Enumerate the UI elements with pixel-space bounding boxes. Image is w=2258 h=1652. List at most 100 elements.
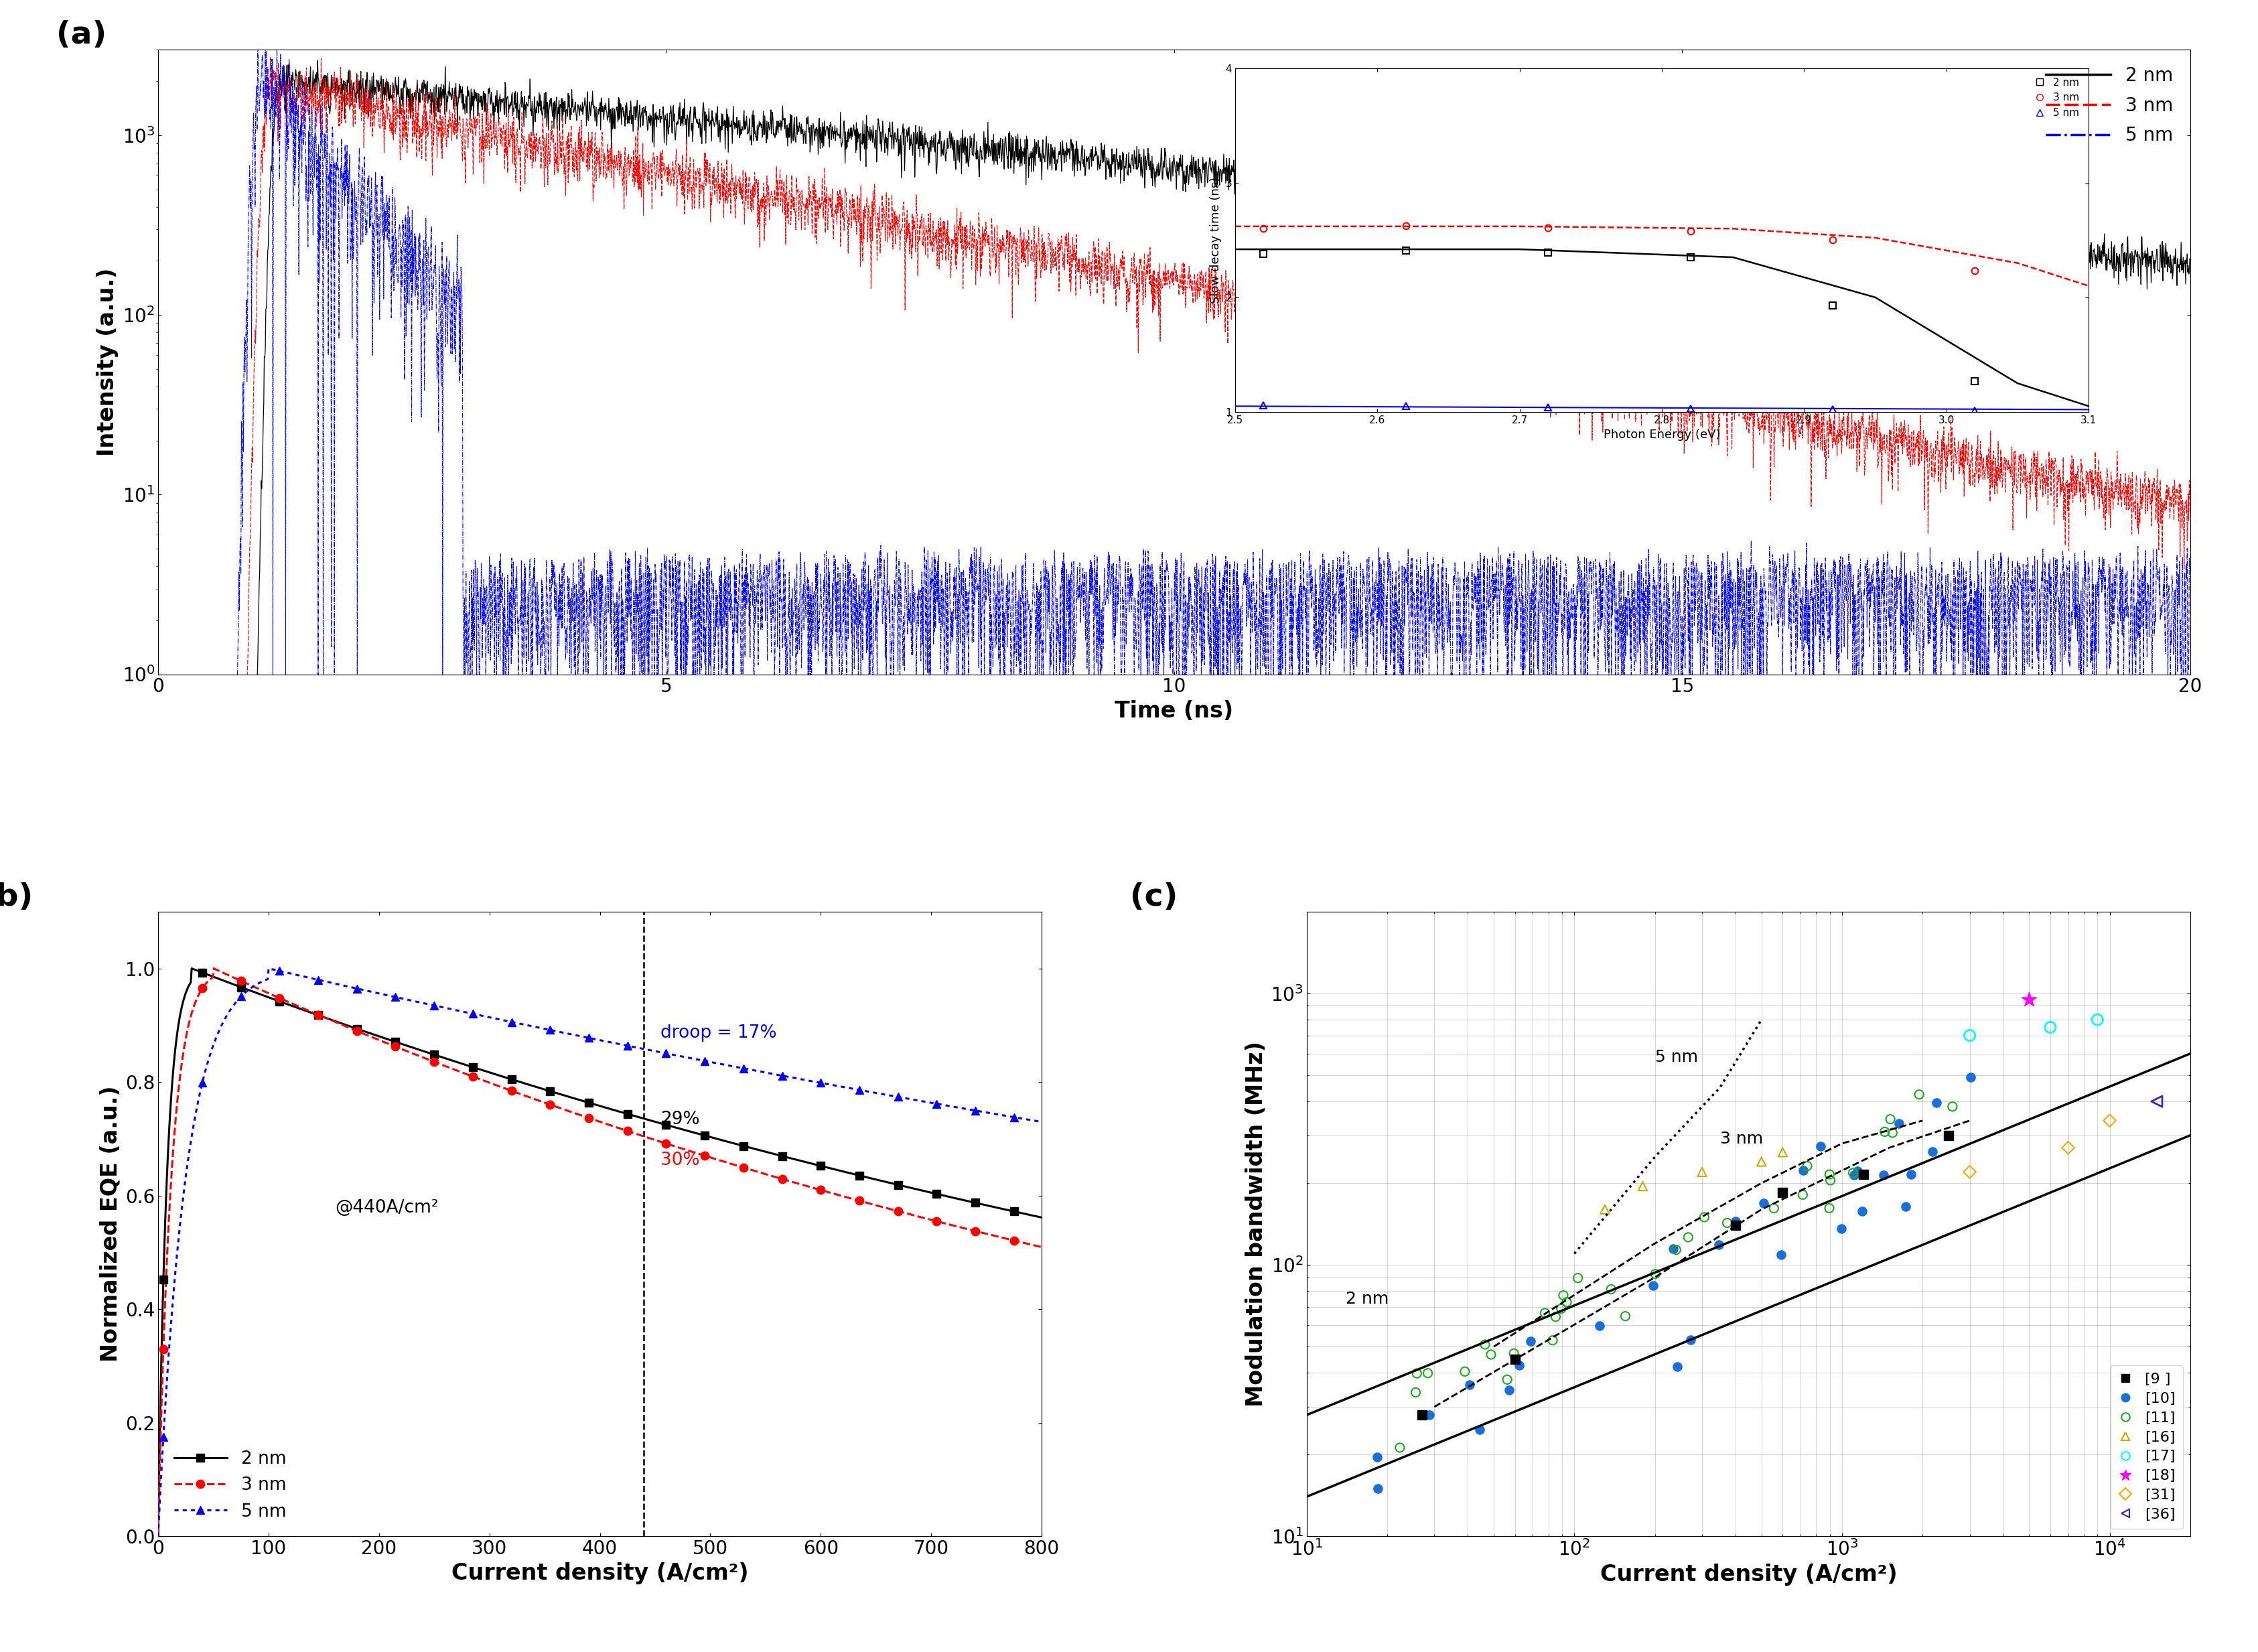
[10] [1824,1216,1861,1242]
[9 ] [1718,1213,1754,1239]
Text: (c): (c) [1129,882,1179,912]
3 nm [2014,466,2041,486]
[31] [2091,1107,2127,1133]
[10] [1673,1327,1709,1353]
[11] [1784,1181,1820,1208]
[10] [1581,1313,1617,1340]
3 nm [145,672,172,692]
[11] [1935,1094,1971,1120]
Line: 3 nm: 3 nm [158,58,2190,682]
Text: droop = 17%: droop = 17% [662,1024,777,1041]
[17] [2032,1014,2068,1041]
[11] [1901,1082,1937,1108]
Text: 5 nm: 5 nm [1655,1049,1698,1066]
[11] [1544,1282,1581,1308]
[10] [1881,1110,1917,1137]
5 nm [998,562,1025,582]
[10] [1660,1353,1696,1379]
[10] [1513,1328,1549,1355]
X-axis label: Current density (A/cm²): Current density (A/cm²) [452,1563,747,1584]
[10] [1655,1236,1691,1262]
[9 ] [1404,1403,1441,1429]
Text: (b): (b) [0,882,34,912]
[10] [1461,1416,1497,1442]
[11] [1811,1194,1847,1221]
[17] [2080,1006,2116,1032]
[11] [1637,1260,1673,1287]
2 nm [1111,170,1138,190]
Text: 29%: 29% [662,1110,700,1128]
[11] [1398,1379,1434,1406]
[11] [1671,1224,1707,1251]
[11] [1709,1209,1745,1236]
[10] [1700,1231,1736,1257]
[11] [1382,1434,1418,1460]
[11] [1526,1300,1563,1327]
[11] [1560,1265,1596,1292]
2 nm [2116,254,2143,274]
3 nm [1621,382,1648,401]
[18] [2012,986,2048,1013]
[11] [1757,1194,1793,1221]
5 nm [2014,654,2041,674]
5 nm [2116,596,2143,616]
[10] [1892,1161,1928,1188]
Y-axis label: Normalized EQE (a.u.): Normalized EQE (a.u.) [99,1085,122,1363]
[10] [1845,1198,1881,1224]
[11] [1687,1204,1723,1231]
[11] [1472,1341,1508,1368]
[11] [1409,1360,1445,1386]
[11] [1549,1289,1585,1315]
[11] [1836,1160,1872,1186]
Legend: 2 nm, 3 nm, 5 nm: 2 nm, 3 nm, 5 nm [2039,59,2181,152]
[10] [1786,1158,1822,1184]
[9 ] [1497,1346,1533,1373]
[11] [1788,1153,1824,1180]
[11] [1811,1161,1847,1188]
[36] [2138,1089,2174,1115]
[11] [1495,1340,1531,1366]
[11] [1542,1295,1578,1322]
2 nm [305,51,332,71]
Y-axis label: Modulation bandwidth (MHz): Modulation bandwidth (MHz) [1244,1041,1267,1408]
[10] [1888,1193,1924,1219]
3 nm [2116,501,2143,520]
[9 ] [1931,1122,1967,1148]
[10] [1490,1378,1526,1404]
[16] [1684,1158,1721,1184]
[11] [1657,1237,1694,1264]
[11] [1488,1366,1524,1393]
3 nm [1111,248,1138,268]
[11] [1538,1303,1574,1330]
[10] [1359,1475,1395,1502]
[17] [1951,1023,1987,1049]
5 nm [244,35,271,55]
[11] [1872,1105,1908,1132]
[10] [1915,1138,1951,1165]
Text: 30%: 30% [662,1151,700,1168]
[10] [1919,1089,1955,1115]
2 nm [2014,249,2041,269]
3 nm [2177,502,2204,522]
[31] [1951,1158,1987,1184]
[10] [1865,1161,1901,1188]
3 nm [257,48,285,68]
Text: (a): (a) [56,20,106,50]
[11] [1813,1168,1849,1194]
[10] [1635,1272,1671,1298]
Text: 3 nm: 3 nm [1721,1130,1763,1146]
[11] [1592,1275,1628,1302]
5 nm [1016,600,1043,620]
[31] [2050,1135,2086,1161]
[11] [1468,1332,1504,1358]
[16] [1624,1173,1660,1199]
[10] [1953,1064,1989,1090]
Text: @440A/cm²: @440A/cm² [334,1199,438,1216]
2 nm [1621,205,1648,225]
[11] [1398,1360,1434,1386]
Text: 2 nm: 2 nm [1346,1290,1389,1307]
[11] [1867,1118,1903,1145]
[16] [1763,1138,1800,1165]
Legend: 2 nm, 3 nm, 5 nm: 2 nm, 3 nm, 5 nm [167,1444,294,1528]
2 nm [998,145,1025,165]
